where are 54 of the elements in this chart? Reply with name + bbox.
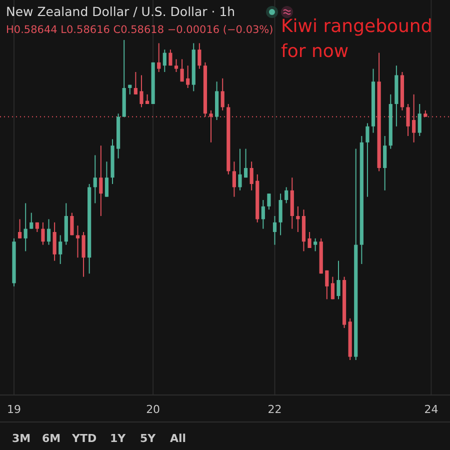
candlestick [52,222,56,262]
candlestick [99,145,103,216]
text: 3M [12,432,31,445]
candlestick [58,234,62,264]
candlestick [336,260,340,300]
candlestick [76,225,80,258]
candlestick [186,65,190,88]
text: 5Y [140,432,157,445]
candlestick [314,238,318,252]
candlestick [325,270,329,300]
candlestick [198,42,202,70]
candlestick [180,58,184,82]
candlestick [278,193,282,236]
chart-title: New Zealand Dollar / U.S. Dollar · 1h [6,4,236,19]
x-tick-label: 24 [424,403,438,416]
candlestick [261,200,265,230]
candlestick [30,212,34,230]
text: 1Y [110,432,127,445]
annotation: Kiwi rangebound for now [281,16,432,62]
text: 6M [42,432,61,445]
candlestick [41,222,45,246]
candlestick [162,49,166,72]
candlestick [104,161,109,198]
candlestick [383,136,387,191]
candlestick [244,148,248,178]
candlestick [272,216,277,246]
candlestick [267,193,271,210]
candlestick [70,212,74,236]
candlestick [220,78,224,111]
candlestick [93,154,97,204]
candlestick [238,148,242,191]
candlestick [168,49,172,66]
candlestick [82,232,86,278]
x-tick-label: 22 [268,403,282,416]
candlestick [174,58,178,72]
candlestick [284,186,288,204]
candlestick [24,202,28,252]
candlestick [296,206,300,232]
candlestick [366,122,370,198]
candlestick [134,72,138,95]
text: YTD [71,432,97,445]
x-tick-label: 19 [7,403,21,416]
candlestick [140,74,144,108]
candlestick [157,42,161,72]
chart-subtitle: H0.58644 L0.58616 C0.58618 −0.00016 (−0.03%) [6,24,274,36]
text: All [170,432,186,445]
candlestick [18,218,22,239]
candlestick [250,161,254,191]
candlestick [330,276,334,300]
candlestick [418,104,422,136]
candlestick [232,161,236,198]
candlestick [46,218,51,246]
candlestick [308,232,312,248]
x-tick-label: 20 [146,403,160,416]
